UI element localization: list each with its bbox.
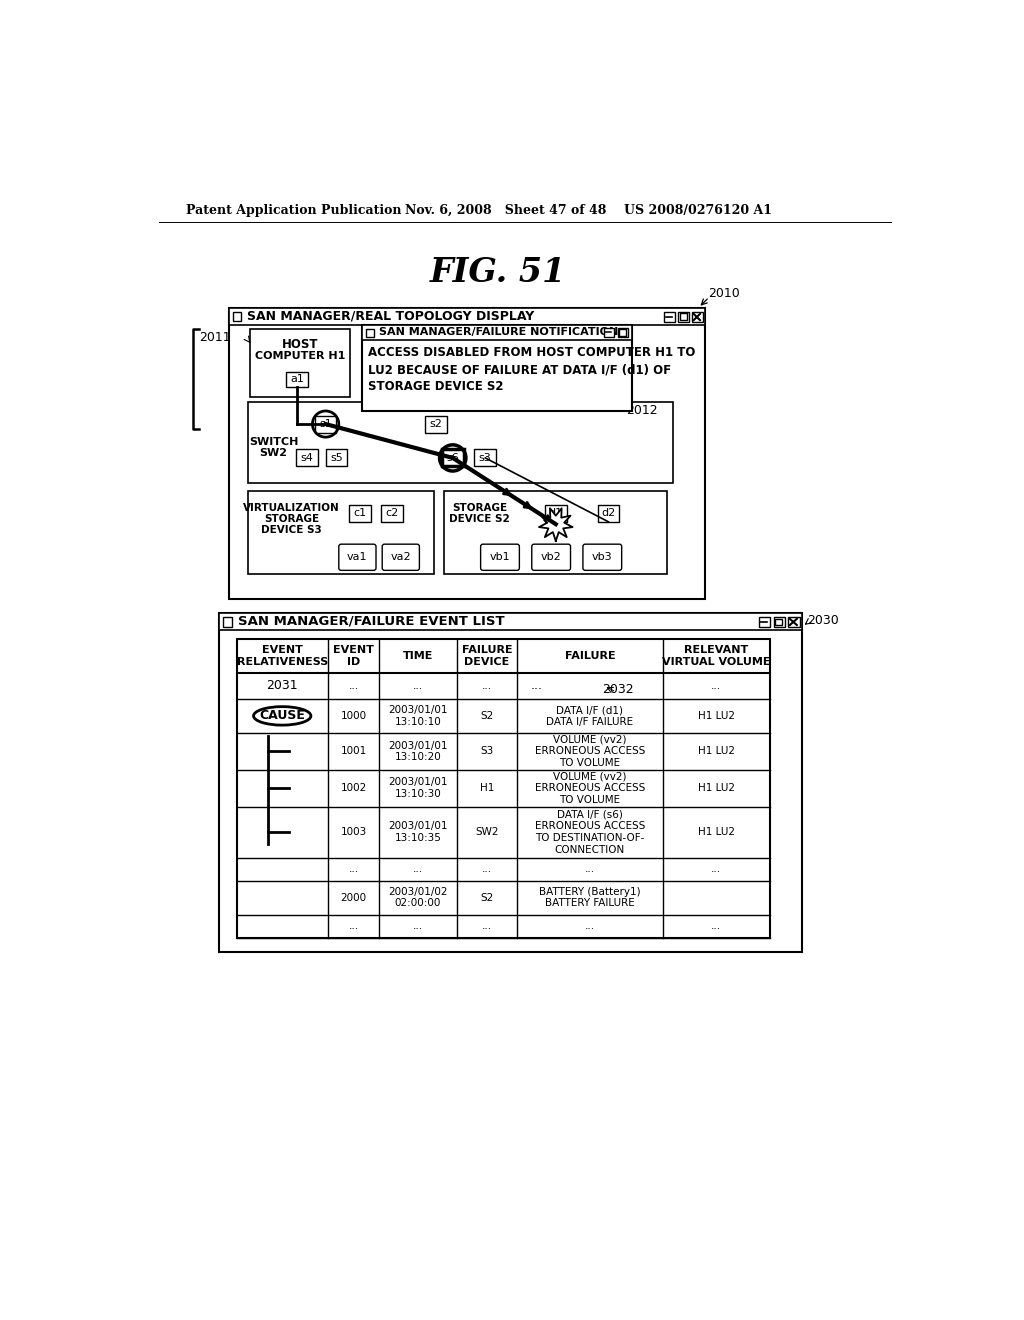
Text: SWITCH: SWITCH	[249, 437, 298, 446]
Text: 1003: 1003	[340, 828, 367, 837]
Text: 2003/01/02
02:00:00: 2003/01/02 02:00:00	[388, 887, 447, 908]
Text: 2003/01/01
13:10:35: 2003/01/01 13:10:35	[388, 821, 447, 843]
Text: ...: ...	[413, 921, 423, 931]
Text: RELEVANT
VIRTUAL VOLUME: RELEVANT VIRTUAL VOLUME	[662, 645, 770, 667]
Text: va2: va2	[390, 552, 411, 562]
FancyBboxPatch shape	[531, 544, 570, 570]
Text: s4: s4	[301, 453, 313, 463]
Text: BATTERY (Battery1)
BATTERY FAILURE: BATTERY (Battery1) BATTERY FAILURE	[539, 887, 641, 908]
Bar	[228, 308, 705, 599]
Text: 2010: 2010	[708, 286, 739, 300]
Bar	[362, 325, 632, 341]
Text: VOLUME (vv2)
ERRONEOUS ACCESS
TO VOLUME: VOLUME (vv2) ERRONEOUS ACCESS TO VOLUME	[535, 772, 645, 805]
Bar	[326, 449, 347, 466]
Text: ...: ...	[585, 921, 595, 931]
Text: 2031: 2031	[266, 680, 298, 693]
Bar	[788, 616, 800, 627]
Text: FIG. 51: FIG. 51	[430, 256, 566, 289]
Text: H1 LU2: H1 LU2	[697, 828, 735, 837]
Text: DATA I/F (s6)
ERRONEOUS ACCESS
TO DESTINATION-OF-
CONNECTION: DATA I/F (s6) ERRONEOUS ACCESS TO DESTIN…	[535, 809, 645, 854]
Text: H1 LU2: H1 LU2	[697, 746, 735, 756]
Text: S2: S2	[480, 711, 494, 721]
Bar	[444, 491, 668, 574]
Text: DATA I/F (d1)
DATA I/F FAILURE: DATA I/F (d1) DATA I/F FAILURE	[547, 705, 634, 727]
Bar	[349, 506, 371, 521]
Bar	[775, 619, 782, 626]
Text: COMPUTER H1: COMPUTER H1	[255, 351, 345, 360]
Text: s6: s6	[446, 453, 459, 463]
Text: vb1: vb1	[489, 552, 510, 562]
Bar	[219, 612, 802, 630]
Bar	[219, 612, 802, 952]
Text: 2003/01/01
13:10:20: 2003/01/01 13:10:20	[388, 741, 447, 762]
Text: 1000: 1000	[340, 711, 367, 721]
Text: 2011: 2011	[200, 330, 231, 343]
Text: SW2: SW2	[475, 828, 499, 837]
Text: STORAGE: STORAGE	[264, 513, 319, 524]
Text: Nov. 6, 2008   Sheet 47 of 48: Nov. 6, 2008 Sheet 47 of 48	[406, 205, 607, 218]
Text: SAN MANAGER/FAILURE NOTIFICATION: SAN MANAGER/FAILURE NOTIFICATION	[379, 327, 618, 338]
Text: ...: ...	[481, 921, 492, 931]
Ellipse shape	[254, 706, 311, 725]
Text: EVENT
RELATIVENESS: EVENT RELATIVENESS	[237, 645, 328, 667]
Text: ...: ...	[530, 680, 543, 693]
Bar	[232, 313, 241, 321]
Text: FAILURE: FAILURE	[564, 651, 615, 661]
Text: 2012: 2012	[627, 404, 658, 417]
Text: H1: H1	[479, 783, 494, 793]
Text: ...: ...	[413, 681, 423, 690]
Text: a1: a1	[290, 375, 304, 384]
Bar	[286, 372, 308, 387]
Bar	[248, 401, 673, 483]
Text: 2003/01/01
13:10:10: 2003/01/01 13:10:10	[388, 705, 447, 727]
Bar	[248, 491, 434, 574]
Text: TIME: TIME	[402, 651, 433, 661]
Bar	[314, 416, 337, 433]
Text: Patent Application Publication: Patent Application Publication	[186, 205, 401, 218]
Bar	[223, 618, 231, 627]
Text: SW2: SW2	[260, 449, 288, 458]
Bar	[296, 449, 317, 466]
Text: DEVICE S2: DEVICE S2	[450, 513, 510, 524]
Text: vb2: vb2	[541, 552, 561, 562]
Text: c1: c1	[353, 508, 367, 519]
FancyBboxPatch shape	[583, 544, 622, 570]
Text: CAUSE: CAUSE	[259, 709, 305, 722]
Text: s1: s1	[319, 418, 332, 429]
FancyBboxPatch shape	[339, 544, 376, 570]
Text: ...: ...	[481, 681, 492, 690]
Bar	[680, 313, 687, 321]
Text: ACCESS DISABLED FROM HOST COMPUTER H1 TO
LU2 BECAUSE OF FAILURE AT DATA I/F (d1): ACCESS DISABLED FROM HOST COMPUTER H1 TO…	[369, 346, 695, 393]
Text: S3: S3	[480, 746, 494, 756]
Bar	[759, 616, 770, 627]
Text: ...: ...	[348, 921, 358, 931]
Text: ...: ...	[348, 681, 358, 690]
Bar	[237, 639, 770, 937]
Text: c2: c2	[386, 508, 399, 519]
Text: d2: d2	[601, 508, 615, 519]
Text: ...: ...	[481, 865, 492, 874]
Bar	[545, 506, 566, 521]
Text: DEVICE S3: DEVICE S3	[261, 524, 322, 535]
Text: H1 LU2: H1 LU2	[697, 711, 735, 721]
Polygon shape	[539, 508, 572, 541]
Text: 2003/01/01
13:10:30: 2003/01/01 13:10:30	[388, 777, 447, 799]
Bar	[773, 616, 785, 627]
Text: ...: ...	[711, 921, 721, 931]
Text: VOLUME (vv2)
ERRONEOUS ACCESS
TO VOLUME: VOLUME (vv2) ERRONEOUS ACCESS TO VOLUME	[535, 735, 645, 768]
Text: ...: ...	[348, 865, 358, 874]
Text: s5: s5	[330, 453, 343, 463]
Text: 1001: 1001	[340, 746, 367, 756]
Text: 2000: 2000	[340, 892, 367, 903]
Text: 2030: 2030	[807, 614, 839, 627]
Bar	[620, 330, 626, 335]
Text: STORAGE: STORAGE	[453, 503, 508, 513]
Text: 1002: 1002	[340, 783, 367, 793]
FancyBboxPatch shape	[480, 544, 519, 570]
Bar	[251, 330, 349, 397]
Text: ...: ...	[711, 681, 721, 690]
Text: FAILURE
DEVICE: FAILURE DEVICE	[462, 645, 512, 667]
Text: HOST: HOST	[282, 338, 318, 351]
Bar	[228, 308, 705, 325]
Text: S2: S2	[480, 892, 494, 903]
